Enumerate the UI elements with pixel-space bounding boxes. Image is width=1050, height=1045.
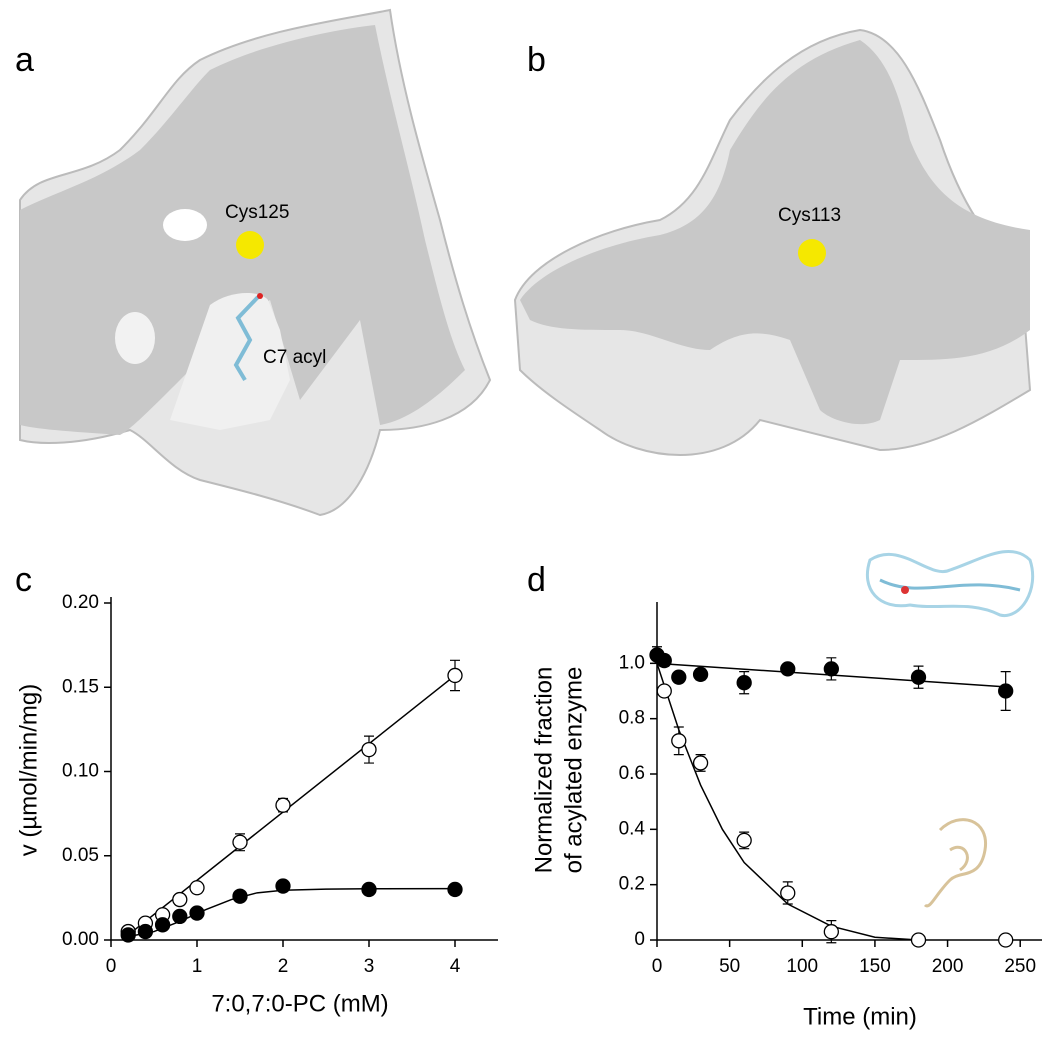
y-tick-label: 0: [634, 929, 645, 950]
x-tick-label: 100: [786, 956, 818, 977]
y-tick-label: 0.10: [62, 761, 99, 782]
marker: [172, 908, 188, 925]
x-tick-label: 200: [932, 956, 964, 977]
panel-label: d: [527, 561, 546, 599]
panel-label: b: [527, 41, 546, 79]
x-tick-label: 1: [192, 956, 203, 977]
inset-protein-monomer: [923, 818, 987, 908]
y-axis-label: of acylated enzyme: [560, 667, 587, 874]
y-tick-label: 0.2: [619, 874, 645, 895]
marker: [137, 923, 154, 940]
inset-protein-dimer: [865, 549, 1035, 617]
marker: [172, 891, 188, 908]
x-axis-label: 7:0,7:0-PC (mM): [211, 990, 388, 1017]
marker: [780, 661, 796, 677]
marker: [361, 741, 377, 758]
marker: [692, 755, 709, 771]
marker: [189, 905, 205, 921]
marker: [736, 832, 752, 849]
marker: [780, 885, 796, 901]
panel-label: a: [15, 41, 34, 79]
marker: [232, 888, 248, 904]
marker: [692, 666, 709, 683]
marker: [447, 881, 463, 898]
marker: [736, 675, 752, 691]
marker: [232, 834, 248, 850]
y-tick-label: 1.0: [619, 652, 645, 673]
x-axis-label: Time (min): [803, 1003, 917, 1030]
y-tick-label: 0.05: [62, 845, 99, 866]
marker: [447, 667, 463, 684]
y-tick-label: 0.15: [62, 676, 99, 697]
surface-b: [513, 28, 1032, 456]
fit-line: [127, 674, 456, 936]
x-tick-label: 0: [652, 956, 663, 977]
x-tick-label: 2: [278, 956, 289, 977]
surface-a: [19, 8, 492, 517]
marker: [998, 932, 1014, 948]
x-tick-label: 50: [719, 956, 740, 977]
marker: [823, 924, 839, 940]
y-tick-label: 0.8: [619, 708, 645, 729]
marker: [275, 797, 291, 813]
y-tick-label: 0.6: [619, 763, 645, 784]
marker: [656, 683, 672, 699]
y-axis-label: v (µmol/min/mg): [15, 684, 42, 857]
x-tick-label: 4: [450, 956, 461, 977]
marker: [189, 880, 205, 896]
panel-label: c: [15, 561, 32, 599]
x-tick-label: 3: [364, 956, 375, 977]
marker: [671, 669, 687, 685]
fit-line: [656, 663, 919, 941]
marker: [275, 878, 291, 894]
annotation: C7 acyl: [263, 347, 326, 368]
marker: [910, 669, 927, 685]
y-tick-label: 0.00: [62, 929, 99, 950]
annotation: Cys113: [778, 205, 841, 226]
marker: [998, 683, 1014, 699]
marker: [120, 927, 136, 943]
marker: [823, 661, 839, 677]
x-tick-label: 150: [859, 956, 891, 977]
marker: [361, 881, 377, 898]
y-axis-label: Normalized fraction: [530, 667, 557, 874]
marker: [154, 917, 171, 933]
x-tick-label: 0: [106, 956, 117, 977]
marker: [656, 652, 672, 669]
annotation: Cys125: [225, 202, 289, 223]
y-tick-label: 0.4: [619, 818, 646, 839]
marker: [910, 932, 927, 948]
marker: [671, 733, 687, 749]
y-tick-label: 0.20: [62, 592, 99, 613]
x-tick-label: 250: [1004, 956, 1036, 977]
